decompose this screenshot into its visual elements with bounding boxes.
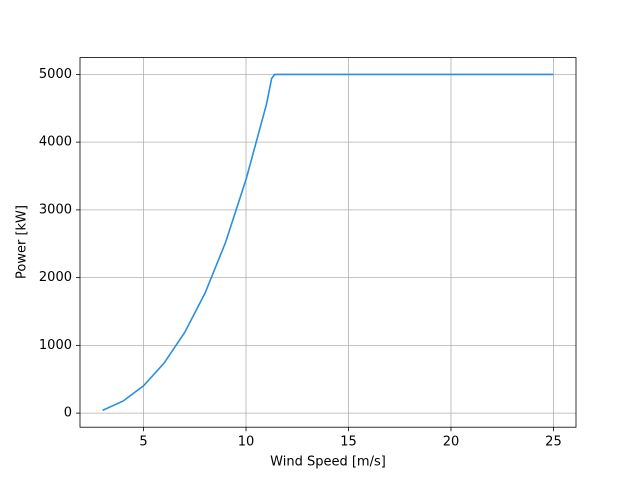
- x-axis-label: Wind Speed [m/s]: [270, 455, 386, 470]
- y-tick-label: 5000: [39, 67, 72, 82]
- axes-frame: [79, 57, 577, 428]
- x-tick-label: 20: [443, 435, 460, 450]
- x-tick-label: 5: [139, 435, 147, 450]
- y-tick-label: 0: [64, 406, 72, 421]
- grid: [80, 57, 576, 428]
- line-series: [102, 73, 554, 412]
- plot: [102, 73, 554, 412]
- y-tick-label: 3000: [39, 202, 72, 217]
- x-tick-label: 15: [340, 435, 357, 450]
- x-tick-label: 25: [545, 435, 562, 450]
- y-tick-label: 4000: [39, 135, 72, 150]
- y-axis-label: Power [kW]: [15, 205, 30, 279]
- x-tick-label: 10: [238, 435, 255, 450]
- y-tick-label: 1000: [39, 338, 72, 353]
- y-tick-label: 2000: [39, 270, 72, 285]
